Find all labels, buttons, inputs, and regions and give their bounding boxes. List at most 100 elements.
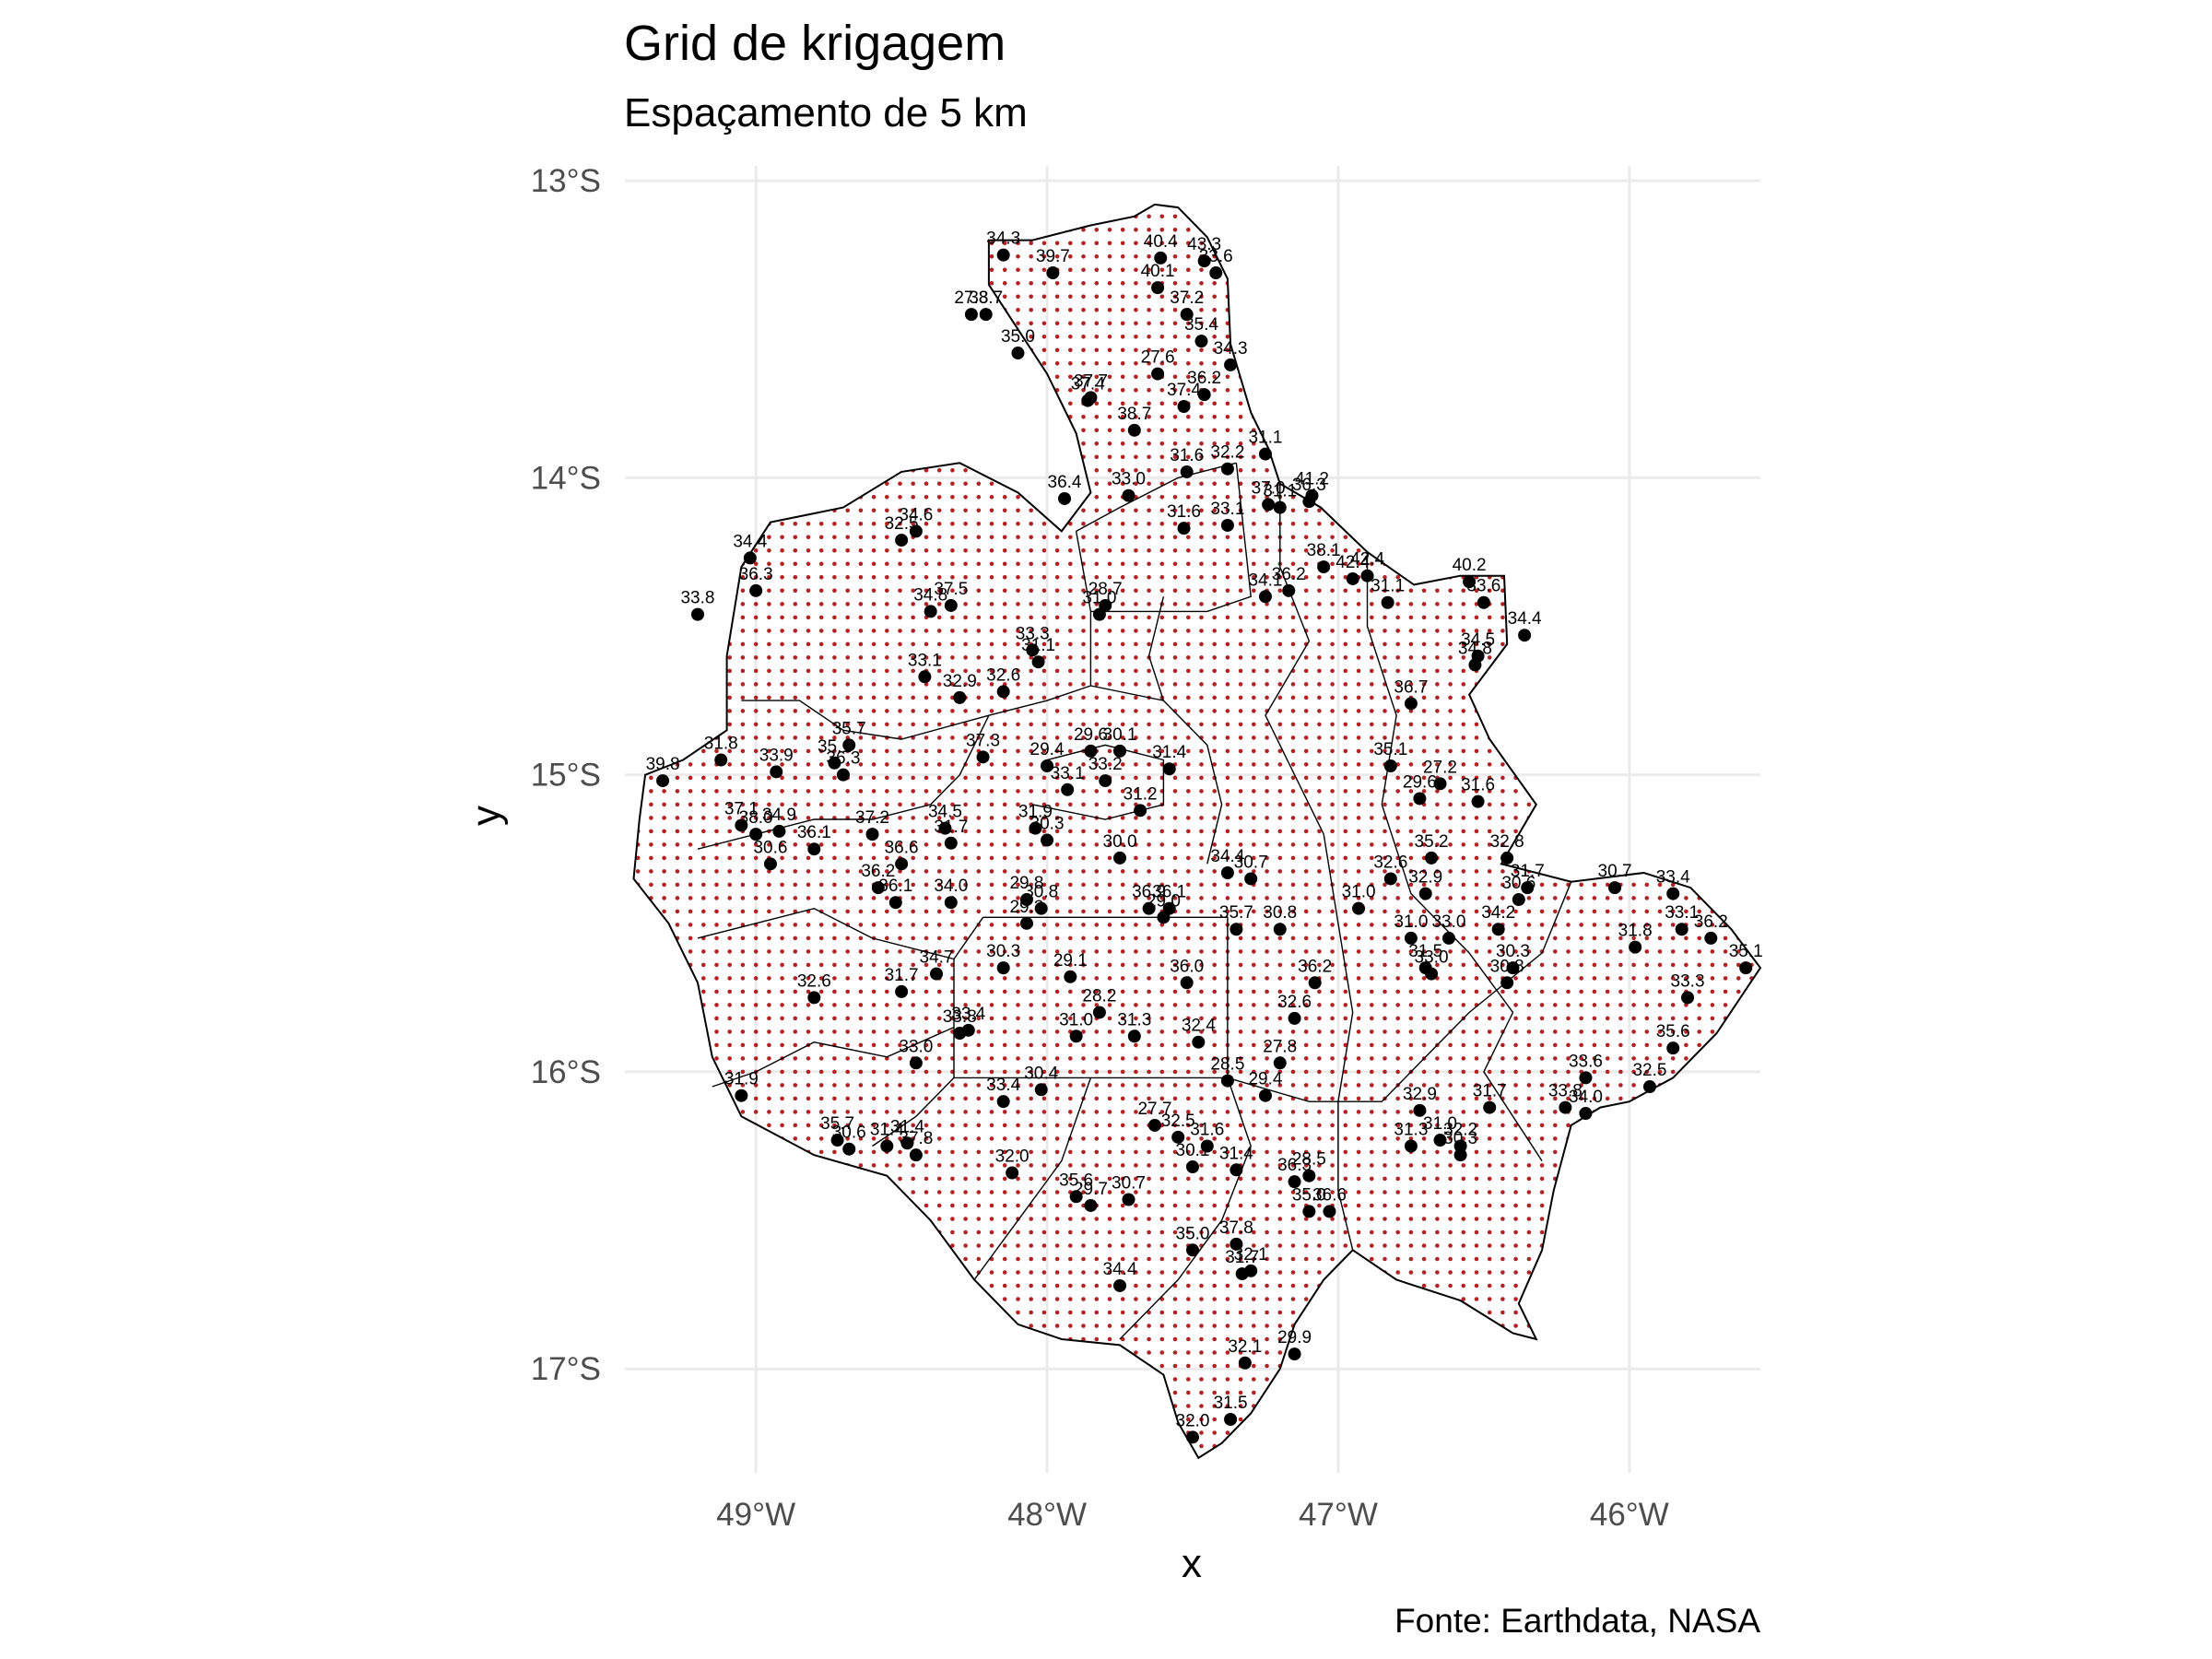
grid-point — [767, 281, 771, 286]
grid-point — [1094, 335, 1100, 339]
grid-point — [727, 896, 732, 900]
grid-point — [1081, 1310, 1086, 1315]
grid-point — [806, 655, 811, 660]
grid-point — [662, 281, 666, 286]
grid-point — [635, 641, 641, 647]
grid-point — [701, 1417, 706, 1422]
grid-point — [963, 575, 968, 580]
grid-point — [1159, 935, 1165, 941]
grid-point — [1147, 923, 1151, 927]
grid-point — [1081, 1016, 1086, 1021]
grid-point — [1094, 1030, 1100, 1034]
grid-point — [1252, 347, 1256, 353]
grid-point — [780, 855, 784, 861]
grid-point — [858, 855, 864, 861]
grid-point — [950, 735, 955, 740]
grid-point — [845, 762, 850, 767]
grid-point — [1002, 468, 1007, 473]
grid-point — [793, 321, 798, 326]
grid-point — [806, 1083, 811, 1088]
grid-point — [898, 174, 902, 179]
grid-point — [989, 789, 994, 794]
grid-point — [635, 1163, 641, 1168]
grid-point — [963, 508, 968, 513]
grid-point — [1186, 188, 1191, 193]
grid-point — [1252, 1430, 1256, 1435]
grid-point — [1120, 695, 1125, 700]
grid-point — [818, 228, 824, 232]
grid-point — [727, 308, 732, 312]
grid-point — [727, 775, 732, 781]
grid-point — [688, 1297, 693, 1301]
grid-point — [1252, 388, 1256, 393]
grid-point — [793, 1417, 798, 1422]
grid-point — [871, 748, 877, 754]
grid-point — [950, 1230, 955, 1235]
grid-point — [727, 722, 732, 727]
grid-point — [635, 1417, 641, 1422]
grid-point — [1147, 561, 1151, 567]
grid-point — [806, 896, 811, 900]
grid-point — [963, 1324, 968, 1328]
grid-point — [1016, 388, 1020, 393]
grid-point — [976, 388, 982, 393]
grid-point — [675, 1230, 680, 1235]
grid-point — [911, 1123, 915, 1128]
grid-point — [1225, 802, 1230, 807]
grid-point — [832, 775, 837, 781]
grid-point — [701, 281, 706, 286]
grid-point — [1120, 241, 1125, 246]
grid-point — [950, 655, 955, 660]
grid-point — [714, 1230, 719, 1235]
grid-point — [989, 561, 994, 567]
grid-point — [623, 1471, 628, 1476]
grid-point — [1277, 1096, 1283, 1101]
grid-point — [1212, 535, 1217, 540]
grid-point — [818, 468, 824, 473]
grid-point — [989, 254, 994, 259]
grid-point — [1238, 281, 1243, 286]
grid-point — [767, 535, 771, 540]
grid-point — [1172, 1310, 1178, 1315]
grid-point — [793, 709, 798, 713]
grid-point — [688, 668, 693, 674]
grid-point — [1107, 655, 1112, 660]
grid-point — [1029, 962, 1033, 968]
grid-point — [727, 1123, 732, 1128]
grid-point — [936, 241, 942, 246]
grid-point — [976, 1149, 982, 1155]
grid-point — [662, 1336, 666, 1342]
grid-point — [688, 1163, 693, 1168]
grid-point — [1081, 1270, 1086, 1275]
grid-point — [976, 481, 982, 487]
grid-point — [714, 909, 719, 914]
grid-point — [1277, 842, 1283, 847]
grid-point — [1265, 294, 1269, 300]
grid-point — [1252, 1336, 1256, 1342]
grid-point — [1016, 762, 1020, 767]
grid-point — [1212, 281, 1217, 286]
grid-point — [780, 281, 784, 286]
grid-point — [1016, 1270, 1020, 1275]
grid-point — [1225, 1297, 1230, 1301]
grid-point — [1199, 709, 1204, 713]
grid-point — [989, 508, 994, 513]
grid-point — [1186, 1377, 1191, 1382]
grid-point — [793, 254, 798, 259]
grid-point — [1120, 896, 1125, 900]
grid-point — [1225, 1404, 1230, 1408]
grid-point — [1172, 481, 1178, 487]
grid-point — [1265, 548, 1269, 553]
grid-point — [976, 1176, 982, 1182]
grid-point — [1199, 495, 1204, 500]
grid-point — [662, 842, 666, 847]
grid-point — [1016, 495, 1020, 500]
grid-point — [649, 641, 653, 647]
grid-point — [767, 1176, 771, 1182]
grid-point — [688, 1042, 693, 1048]
grid-point — [976, 1217, 982, 1221]
grid-point — [1199, 1176, 1204, 1182]
grid-point — [1186, 1096, 1191, 1101]
grid-point — [1120, 1003, 1125, 1007]
grid-point — [976, 949, 982, 954]
